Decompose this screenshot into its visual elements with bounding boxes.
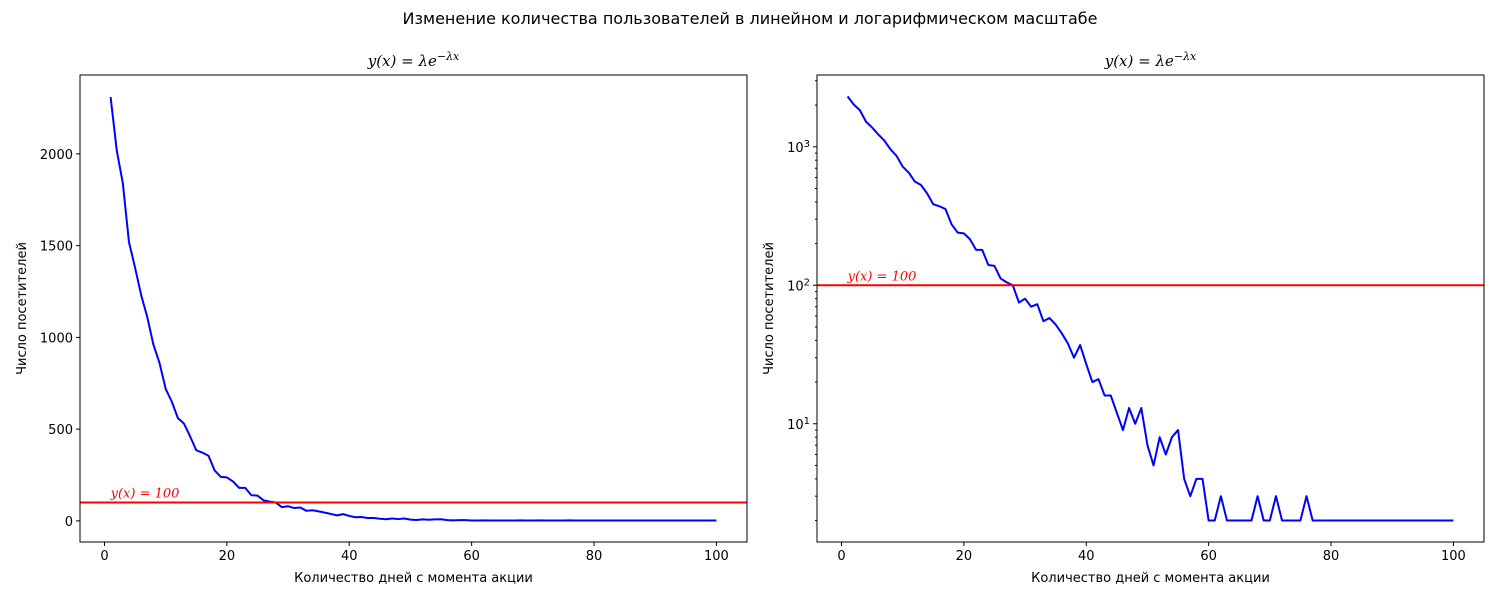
log-y-tick-label: 103 [787, 138, 810, 156]
log-y-tick-label: 101 [787, 415, 810, 433]
log-x-tick-label: 0 [837, 549, 845, 564]
linear-threshold-label: y(x) = 100 [110, 487, 180, 502]
linear-x-axis-label: Количество дней с момента акции [294, 571, 533, 586]
log-x-tick-label: 100 [1441, 549, 1466, 564]
linear-y-axis-label: Число посетителей [15, 242, 30, 375]
log-axes-frame [816, 74, 1485, 543]
linear-axes-frame [79, 74, 748, 543]
linear-x-tick-label: 0 [100, 549, 108, 564]
log-y-axis-label: Число посетителей [762, 242, 777, 375]
linear-y-tick-label: 2000 [40, 148, 73, 163]
linear-y-tick-label: 1000 [40, 331, 73, 346]
linear-chart-title: y(x) = λe−λx [367, 50, 460, 71]
log-y-tick-label: 102 [787, 277, 810, 295]
linear-x-tick-label: 80 [586, 549, 603, 564]
log-chart-title: y(x) = λe−λx [1104, 50, 1197, 71]
log-threshold-label: y(x) = 100 [847, 269, 917, 284]
log-x-tick-label: 80 [1323, 549, 1340, 564]
log-series-line [846, 95, 1454, 522]
linear-x-tick-label: 40 [341, 549, 358, 564]
linear-series-line [109, 96, 717, 522]
linear-x-tick-label: 60 [463, 549, 480, 564]
log-x-tick-label: 40 [1078, 549, 1095, 564]
linear-x-tick-label: 20 [219, 549, 236, 564]
log-x-axis-label: Количество дней с момента акции [1031, 571, 1270, 586]
linear-y-tick-label: 1500 [40, 240, 73, 255]
linear-y-tick-label: 500 [48, 423, 73, 438]
log-x-tick-label: 20 [956, 549, 973, 564]
linear-y-tick-label: 0 [65, 515, 73, 530]
chart-linear: y(x) = λe−λxy(x) = 1000 20 40 60 80 100050010… [15, 50, 748, 586]
chart-log: y(x) = λe−λx y(x) = 100 0 20 40 60 80 100 101 102… [762, 50, 1485, 586]
linear-x-tick-label: 100 [704, 549, 729, 564]
log-x-tick-label: 60 [1200, 549, 1217, 564]
figure-suptitle: Изменение количества пользователей в лин… [402, 9, 1098, 28]
